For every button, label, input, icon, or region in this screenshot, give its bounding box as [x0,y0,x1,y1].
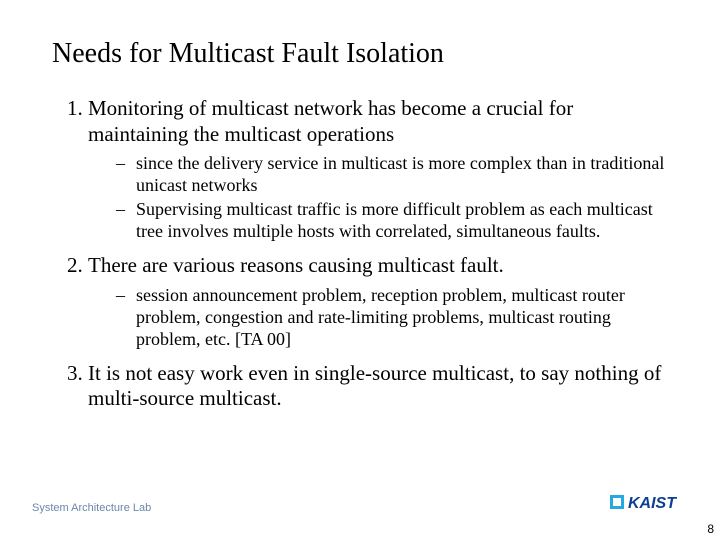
sub-list-item: since the delivery service in multicast … [116,153,668,197]
slide: Needs for Multicast Fault Isolation Moni… [0,0,720,540]
list-item-text: It is not easy work even in single-sourc… [88,361,661,411]
sub-list-item: Supervising multicast traffic is more di… [116,199,668,243]
list-item: It is not easy work even in single-sourc… [88,361,668,412]
slide-title: Needs for Multicast Fault Isolation [52,38,668,70]
main-list: Monitoring of multicast network has beco… [52,96,668,412]
kaist-logo: KAIST [610,493,690,520]
list-item-text: Monitoring of multicast network has beco… [88,96,573,146]
svg-text:KAIST: KAIST [628,495,677,512]
page-number: 8 [707,522,714,536]
list-item: There are various reasons causing multic… [88,253,668,350]
list-item-text: There are various reasons causing multic… [88,253,504,277]
sub-list: since the delivery service in multicast … [88,153,668,243]
list-item: Monitoring of multicast network has beco… [88,96,668,243]
footer-text: System Architecture Lab [32,502,151,514]
sub-list-item: session announcement problem, reception … [116,285,668,351]
sub-list: session announcement problem, reception … [88,285,668,351]
